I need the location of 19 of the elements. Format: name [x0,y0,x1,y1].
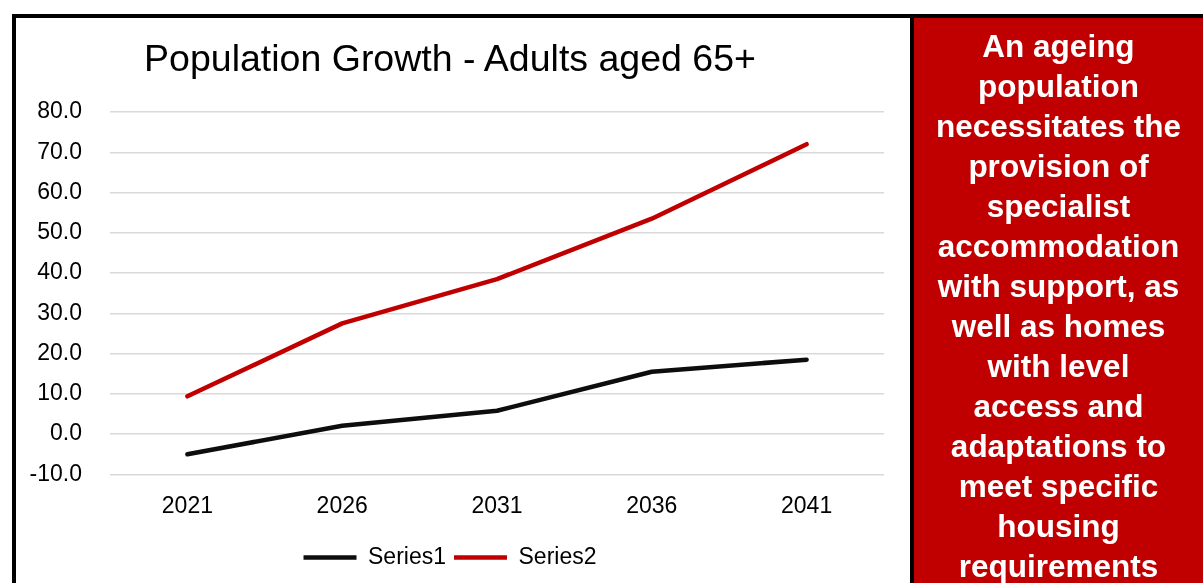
y-tick-label: 40.0 [37,258,82,285]
y-tick-label: 0.0 [50,419,82,446]
x-tick-label: 2031 [471,491,523,518]
y-tick-label: -10.0 [29,459,82,486]
y-tick-label: 70.0 [37,137,82,164]
chart-title: Population Growth - Adults aged 65+ [144,36,756,79]
x-tick-label: 2021 [161,491,213,518]
y-tick-label: 50.0 [37,218,82,245]
y-tick-label: 60.0 [37,177,82,204]
legend-label: Series1 [368,542,446,569]
y-tick-label: 10.0 [37,379,82,406]
x-tick-label: 2041 [781,491,833,518]
x-tick-label: 2026 [316,491,368,518]
y-tick-label: 80.0 [37,97,82,124]
text: An ageing population necessitates the provision of specialist accommodation with support, as well as homes with level access and adaptations to meet specific housing requirements [935,28,1182,583]
y-tick-label: 30.0 [37,298,82,325]
legend-label: Series2 [518,542,597,569]
x-tick-label: 2036 [626,491,678,518]
y-tick-label: 20.0 [37,338,82,365]
